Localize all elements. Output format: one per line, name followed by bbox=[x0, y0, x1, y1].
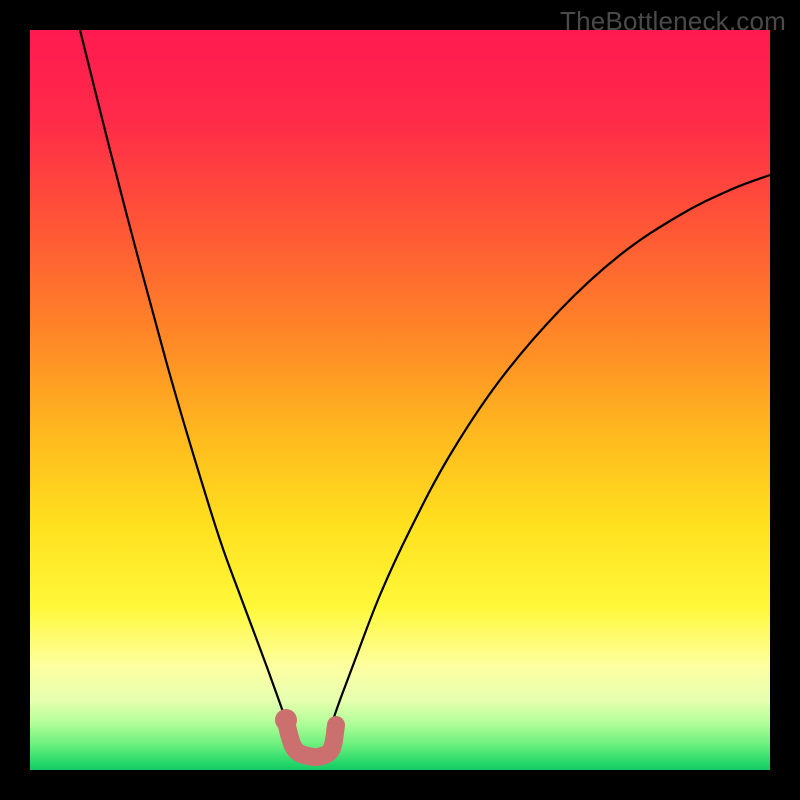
chart-frame: TheBottleneck.com bbox=[0, 0, 800, 800]
bottleneck-chart-svg bbox=[30, 30, 770, 770]
marker-left-knob bbox=[275, 709, 297, 731]
chart-background bbox=[30, 30, 770, 770]
plot-area bbox=[30, 30, 770, 770]
